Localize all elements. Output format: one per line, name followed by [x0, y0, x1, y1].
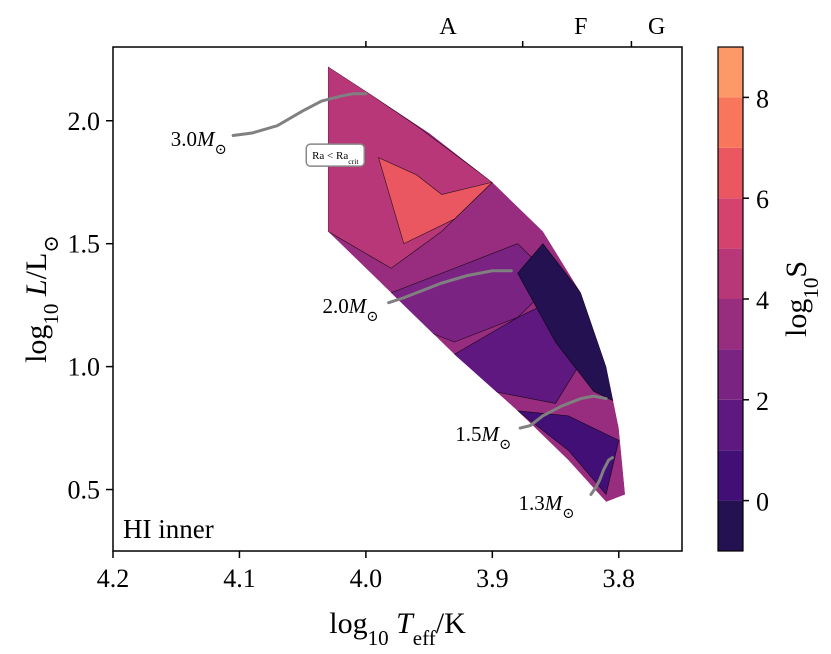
colorbar-segment-0	[718, 500, 743, 551]
colorbar-tick-label-1: 2	[756, 387, 769, 416]
x-tick-label-0: 4.2	[97, 564, 130, 593]
plot-frame	[112, 46, 683, 552]
track-0	[231, 92, 368, 138]
stability-region: Ra < Racrit	[305, 66, 626, 502]
contour-band-5	[516, 410, 620, 496]
x-tick-label-3: 3.9	[476, 564, 509, 593]
colorbar-tick-label-4: 8	[756, 84, 769, 113]
colorbar-segment-4	[718, 299, 743, 350]
colorbar-segment-9	[718, 47, 743, 98]
colorbar-title: log10S	[780, 261, 823, 337]
colorbar-segment-1	[718, 450, 743, 501]
y-tick-label-1: 1.0	[68, 353, 101, 382]
colorbar-segment-7	[718, 147, 743, 199]
track-label-2: 1.5M⊙	[455, 422, 511, 453]
y-tick-label-2: 1.5	[68, 230, 101, 259]
track-3	[589, 456, 614, 496]
colorbar-tick-label-3: 6	[756, 185, 769, 214]
y-tick-label-3: 2.0	[68, 107, 101, 136]
spectral-label-F: F	[574, 14, 587, 40]
x-axis-title: log10 Teff/K	[329, 607, 466, 650]
track-label-1: 2.0M⊙	[322, 294, 378, 325]
x-tick-label-1: 4.1	[223, 564, 256, 593]
x-tick-label-2: 4.0	[350, 564, 383, 593]
evolution-tracks: 3.0M⊙ 2.0M⊙ 1.5M⊙ 1.3M⊙	[171, 92, 614, 522]
contour-band-1	[377, 156, 494, 245]
track-label-3: 1.3M⊙	[518, 491, 574, 522]
colorbar-segment-2	[718, 399, 743, 451]
colorbar-tick-label-2: 4	[756, 286, 769, 315]
colorbar-segment-6	[718, 198, 743, 249]
track-label-0: 3.0M⊙	[171, 127, 227, 158]
colorbar-segment-3	[718, 349, 743, 400]
ra-annotation-text: Ra < Racrit	[312, 150, 359, 166]
track-1	[387, 269, 513, 305]
spectral-label-A: A	[439, 14, 457, 40]
x-tick-label-4: 3.8	[603, 564, 636, 593]
y-axis-title: log10 L/L⊙	[20, 235, 63, 363]
colorbar-segment-5	[718, 248, 743, 299]
spectral-label-G: G	[648, 14, 665, 40]
ra-annotation-box	[305, 143, 366, 167]
y-tick-label-0: 0.5	[68, 476, 101, 505]
panel-label: HI inner	[123, 514, 214, 544]
colorbar-segment-8	[718, 97, 743, 148]
colorbar-tick-label-0: 0	[756, 488, 769, 517]
track-2	[518, 394, 608, 430]
colorbar: 0 2 4 6 8 log10S	[717, 46, 823, 552]
